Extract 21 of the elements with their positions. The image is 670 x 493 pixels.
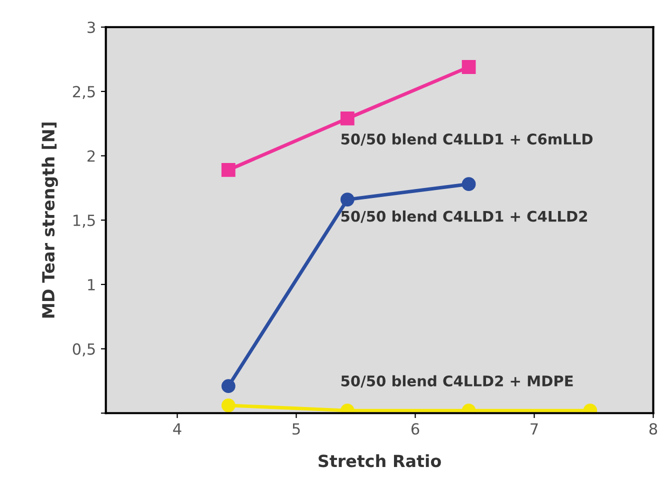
y-tick-label: 1,5	[74, 214, 95, 228]
point	[462, 60, 476, 74]
x-tick-label: 5	[292, 423, 300, 435]
y-tick-label: 3	[88, 22, 95, 34]
x-tick-label: 4	[173, 423, 182, 434]
y-axis-title: MD Tear strength [N]	[42, 122, 58, 318]
x-tick-label: 7	[530, 423, 538, 434]
series-label: 50/50 blend C4LLD1 + C4LLD2	[341, 210, 587, 223]
y-tick-label: 0,5	[72, 343, 95, 356]
point	[221, 162, 236, 177]
x-tick-label: 8	[649, 423, 658, 435]
x-axis-title: Stretch Ratio	[318, 454, 441, 468]
point	[340, 192, 354, 206]
y-tick-label: 2,5	[72, 86, 95, 100]
point	[462, 177, 476, 192]
series-label: 50/50 blend C4LLD2 + MDPE	[341, 375, 573, 388]
x-tick-label: 6	[411, 423, 420, 435]
point	[340, 112, 354, 126]
series-label: 50/50 blend C4LLD1 + C6mLLD	[341, 133, 593, 146]
y-tick-label: 2	[88, 150, 95, 162]
y-tick-label: 1	[88, 279, 95, 290]
